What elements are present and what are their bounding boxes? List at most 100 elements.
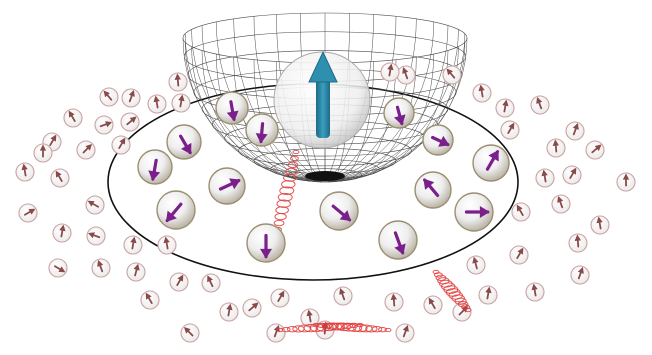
wave-ring xyxy=(276,327,284,333)
outer-spin xyxy=(551,194,571,214)
arrowhead-icon xyxy=(55,170,62,178)
arrowhead-icon xyxy=(390,293,397,300)
wave-ring xyxy=(276,199,291,208)
bowl-meridian xyxy=(184,42,326,181)
wave-ring xyxy=(464,307,472,313)
wave-ring xyxy=(312,322,320,328)
arrowhead-icon xyxy=(438,135,450,147)
outer-spin xyxy=(423,295,443,315)
bowl-meridian xyxy=(324,59,397,182)
arrowhead-icon xyxy=(479,206,490,218)
arrowhead-icon xyxy=(163,236,170,244)
arrowhead-icon xyxy=(502,99,509,107)
arrowhead-icon xyxy=(446,68,453,76)
arrowhead-icon xyxy=(174,73,181,80)
arrowhead-icon xyxy=(177,274,184,282)
wave-ring xyxy=(279,186,295,196)
wave-ring xyxy=(281,180,296,189)
arrowhead-icon xyxy=(50,134,57,142)
arrowhead-icon xyxy=(339,210,352,222)
arrowhead-icon xyxy=(577,267,584,274)
arrowhead-icon xyxy=(517,247,524,255)
arrowhead-icon xyxy=(596,216,603,224)
outer-spin xyxy=(91,258,111,278)
outer-spin xyxy=(63,108,83,128)
wave-ring xyxy=(274,213,287,221)
arrowhead-icon xyxy=(85,144,92,151)
outer-spin-bath xyxy=(15,62,636,343)
outer-spin xyxy=(50,168,70,188)
wave-ring xyxy=(451,294,465,303)
wave-ring xyxy=(303,323,319,333)
arrowhead-icon xyxy=(260,248,272,259)
inner-spin xyxy=(472,144,510,182)
arrowhead-icon xyxy=(145,292,152,300)
arrowhead-icon xyxy=(87,200,95,207)
arrowhead-icon xyxy=(105,121,112,128)
outer-spin xyxy=(300,308,320,328)
outer-spin xyxy=(395,323,415,343)
bowl-bottom xyxy=(305,171,345,181)
arrowhead-icon xyxy=(97,260,104,267)
arrowhead-icon xyxy=(402,67,409,74)
outer-spin xyxy=(384,292,404,312)
outer-spin xyxy=(52,223,72,243)
wave-ring xyxy=(286,326,298,333)
wave-ring xyxy=(292,149,300,155)
arrowhead-icon xyxy=(508,122,515,130)
inner-spin xyxy=(156,190,196,230)
arrowhead-icon xyxy=(178,94,185,102)
outer-spin xyxy=(76,140,96,160)
arrowhead-icon xyxy=(184,327,191,334)
wave-ring xyxy=(353,323,368,333)
outer-spin xyxy=(147,94,167,114)
arrowhead-icon xyxy=(28,208,36,215)
arrowhead-icon xyxy=(428,297,435,305)
outer-spin xyxy=(590,215,610,235)
arrowhead-icon xyxy=(129,116,137,123)
wave-packets xyxy=(272,149,472,333)
arrowhead-icon xyxy=(229,178,241,190)
wave-ring xyxy=(331,322,345,331)
arrowhead-icon xyxy=(402,325,409,332)
wave-ring xyxy=(432,269,440,275)
outer-spin xyxy=(99,87,119,107)
arrowhead-icon xyxy=(339,288,346,295)
outer-spin xyxy=(169,272,189,292)
bowl-meridian xyxy=(201,25,326,181)
arrowhead-icon xyxy=(88,232,95,239)
inner-spin xyxy=(245,113,279,147)
arrowhead-icon xyxy=(207,275,213,283)
outer-spin xyxy=(180,323,200,343)
arrowhead-icon xyxy=(488,150,499,162)
outer-spin xyxy=(568,233,588,253)
bowl-meridian xyxy=(201,50,326,181)
wave-ring xyxy=(273,219,285,227)
outer-spin xyxy=(123,235,143,255)
wave-ring xyxy=(457,300,469,308)
outer-spin xyxy=(570,265,590,285)
outer-spin xyxy=(48,258,68,278)
arrowhead-icon xyxy=(570,167,577,175)
inner-spin xyxy=(215,91,249,125)
inner-spin-ring xyxy=(137,91,510,263)
arrowhead-icon xyxy=(128,90,135,97)
arrowhead-icon xyxy=(21,163,28,171)
outer-spin xyxy=(530,95,550,115)
outer-spin xyxy=(94,115,114,135)
outer-spin xyxy=(157,235,177,255)
wave-ring xyxy=(281,326,291,333)
outer-spin xyxy=(126,262,146,282)
arrowhead-icon xyxy=(251,302,259,309)
outer-spin xyxy=(500,120,520,140)
outer-spin xyxy=(15,162,35,182)
bowl-meridian xyxy=(182,37,326,181)
arrowhead-icon xyxy=(394,243,406,255)
arrowhead-icon xyxy=(536,97,543,104)
wave-ring xyxy=(378,326,387,333)
wave-ring xyxy=(371,326,383,333)
arrowhead-icon xyxy=(165,210,177,223)
outer-spin xyxy=(585,140,605,160)
arrowhead-icon xyxy=(130,236,137,244)
